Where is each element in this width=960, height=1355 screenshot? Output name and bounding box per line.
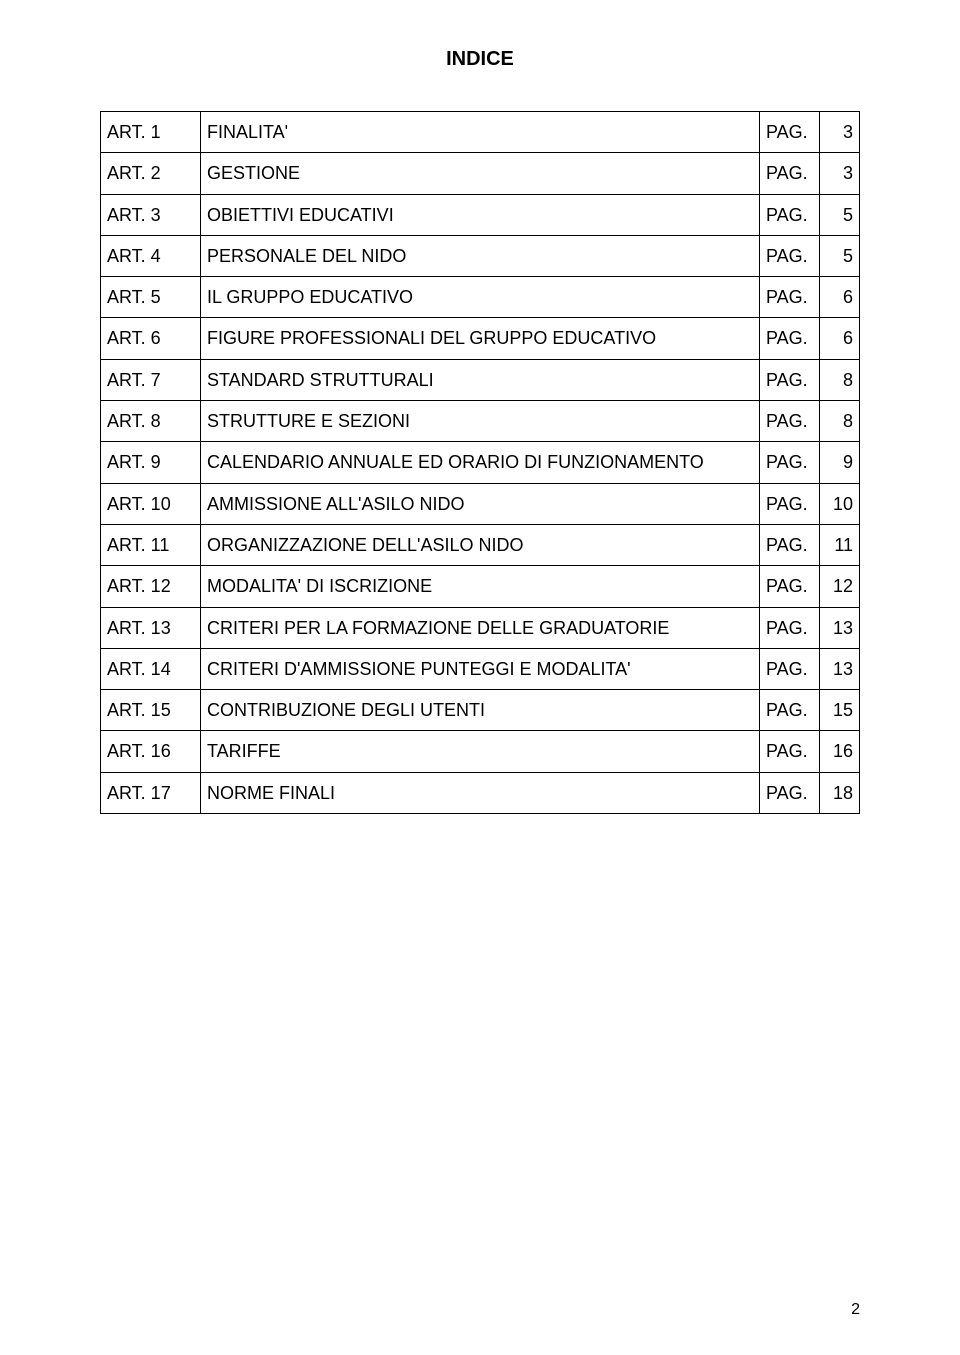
toc-description-cell: GESTIONE: [201, 153, 760, 194]
toc-article-cell: ART. 5: [101, 277, 201, 318]
footer-page-number: 2: [851, 1301, 860, 1319]
document-page: INDICE ART. 1FINALITA'PAG.3ART. 2GESTION…: [0, 0, 960, 814]
table-row: ART. 2GESTIONEPAG.3: [101, 153, 860, 194]
toc-article-cell: ART. 10: [101, 483, 201, 524]
toc-description-cell: OBIETTIVI EDUCATIVI: [201, 194, 760, 235]
toc-page-label-cell: PAG.: [760, 483, 820, 524]
toc-description-cell: MODALITA' DI ISCRIZIONE: [201, 566, 760, 607]
toc-page-number-cell: 15: [820, 690, 860, 731]
toc-description-cell: STANDARD STRUTTURALI: [201, 359, 760, 400]
toc-article-cell: ART. 8: [101, 401, 201, 442]
toc-description-cell: CRITERI D'AMMISSIONE PUNTEGGI E MODALITA…: [201, 648, 760, 689]
toc-page-label-cell: PAG.: [760, 566, 820, 607]
table-row: ART. 6FIGURE PROFESSIONALI DEL GRUPPO ED…: [101, 318, 860, 359]
toc-article-cell: ART. 15: [101, 690, 201, 731]
toc-page-number-cell: 11: [820, 524, 860, 565]
table-row: ART. 12MODALITA' DI ISCRIZIONEPAG.12: [101, 566, 860, 607]
toc-page-number-cell: 13: [820, 648, 860, 689]
toc-article-cell: ART. 9: [101, 442, 201, 483]
table-row: ART. 1FINALITA'PAG.3: [101, 112, 860, 153]
toc-page-label-cell: PAG.: [760, 112, 820, 153]
toc-page-label-cell: PAG.: [760, 401, 820, 442]
toc-article-cell: ART. 7: [101, 359, 201, 400]
toc-page-number-cell: 3: [820, 153, 860, 194]
toc-description-cell: NORME FINALI: [201, 772, 760, 813]
table-row: ART. 4PERSONALE DEL NIDOPAG.5: [101, 235, 860, 276]
toc-page-label-cell: PAG.: [760, 690, 820, 731]
toc-article-cell: ART. 14: [101, 648, 201, 689]
toc-description-cell: PERSONALE DEL NIDO: [201, 235, 760, 276]
toc-page-label-cell: PAG.: [760, 772, 820, 813]
toc-page-number-cell: 9: [820, 442, 860, 483]
toc-page-label-cell: PAG.: [760, 318, 820, 359]
toc-description-cell: FINALITA': [201, 112, 760, 153]
toc-article-cell: ART. 12: [101, 566, 201, 607]
toc-page-number-cell: 5: [820, 194, 860, 235]
table-row: ART. 7STANDARD STRUTTURALIPAG.8: [101, 359, 860, 400]
table-row: ART. 17NORME FINALIPAG.18: [101, 772, 860, 813]
toc-page-number-cell: 13: [820, 607, 860, 648]
toc-page-number-cell: 16: [820, 731, 860, 772]
toc-page-number-cell: 3: [820, 112, 860, 153]
toc-page-label-cell: PAG.: [760, 153, 820, 194]
toc-page-label-cell: PAG.: [760, 524, 820, 565]
table-row: ART. 11ORGANIZZAZIONE DELL'ASILO NIDOPAG…: [101, 524, 860, 565]
table-row: ART. 8STRUTTURE E SEZIONIPAG.8: [101, 401, 860, 442]
toc-page-label-cell: PAG.: [760, 235, 820, 276]
toc-page-number-cell: 6: [820, 277, 860, 318]
toc-page-number-cell: 10: [820, 483, 860, 524]
toc-page-label-cell: PAG.: [760, 277, 820, 318]
toc-page-number-cell: 8: [820, 359, 860, 400]
toc-page-label-cell: PAG.: [760, 607, 820, 648]
toc-page-number-cell: 12: [820, 566, 860, 607]
toc-page-label-cell: PAG.: [760, 731, 820, 772]
toc-article-cell: ART. 1: [101, 112, 201, 153]
toc-page-number-cell: 18: [820, 772, 860, 813]
toc-description-cell: CALENDARIO ANNUALE ED ORARIO DI FUNZIONA…: [201, 442, 760, 483]
toc-description-cell: CRITERI PER LA FORMAZIONE DELLE GRADUATO…: [201, 607, 760, 648]
toc-page-label-cell: PAG.: [760, 359, 820, 400]
toc-article-cell: ART. 17: [101, 772, 201, 813]
toc-description-cell: FIGURE PROFESSIONALI DEL GRUPPO EDUCATIV…: [201, 318, 760, 359]
toc-article-cell: ART. 13: [101, 607, 201, 648]
table-row: ART. 16TARIFFEPAG.16: [101, 731, 860, 772]
table-row: ART. 5IL GRUPPO EDUCATIVOPAG.6: [101, 277, 860, 318]
toc-description-cell: ORGANIZZAZIONE DELL'ASILO NIDO: [201, 524, 760, 565]
toc-page-number-cell: 5: [820, 235, 860, 276]
toc-description-cell: TARIFFE: [201, 731, 760, 772]
toc-description-cell: CONTRIBUZIONE DEGLI UTENTI: [201, 690, 760, 731]
table-row: ART. 13CRITERI PER LA FORMAZIONE DELLE G…: [101, 607, 860, 648]
table-row: ART. 10AMMISSIONE ALL'ASILO NIDOPAG.10: [101, 483, 860, 524]
page-title: INDICE: [100, 48, 860, 71]
table-row: ART. 9CALENDARIO ANNUALE ED ORARIO DI FU…: [101, 442, 860, 483]
toc-article-cell: ART. 4: [101, 235, 201, 276]
table-row: ART. 3OBIETTIVI EDUCATIVIPAG.5: [101, 194, 860, 235]
toc-description-cell: AMMISSIONE ALL'ASILO NIDO: [201, 483, 760, 524]
toc-article-cell: ART. 2: [101, 153, 201, 194]
toc-page-number-cell: 6: [820, 318, 860, 359]
toc-article-cell: ART. 16: [101, 731, 201, 772]
toc-body: ART. 1FINALITA'PAG.3ART. 2GESTIONEPAG.3A…: [101, 112, 860, 814]
toc-table: ART. 1FINALITA'PAG.3ART. 2GESTIONEPAG.3A…: [100, 111, 860, 814]
toc-article-cell: ART. 11: [101, 524, 201, 565]
toc-page-number-cell: 8: [820, 401, 860, 442]
toc-description-cell: STRUTTURE E SEZIONI: [201, 401, 760, 442]
toc-article-cell: ART. 3: [101, 194, 201, 235]
toc-page-label-cell: PAG.: [760, 194, 820, 235]
table-row: ART. 14CRITERI D'AMMISSIONE PUNTEGGI E M…: [101, 648, 860, 689]
toc-description-cell: IL GRUPPO EDUCATIVO: [201, 277, 760, 318]
toc-page-label-cell: PAG.: [760, 648, 820, 689]
toc-article-cell: ART. 6: [101, 318, 201, 359]
table-row: ART. 15CONTRIBUZIONE DEGLI UTENTIPAG.15: [101, 690, 860, 731]
toc-page-label-cell: PAG.: [760, 442, 820, 483]
